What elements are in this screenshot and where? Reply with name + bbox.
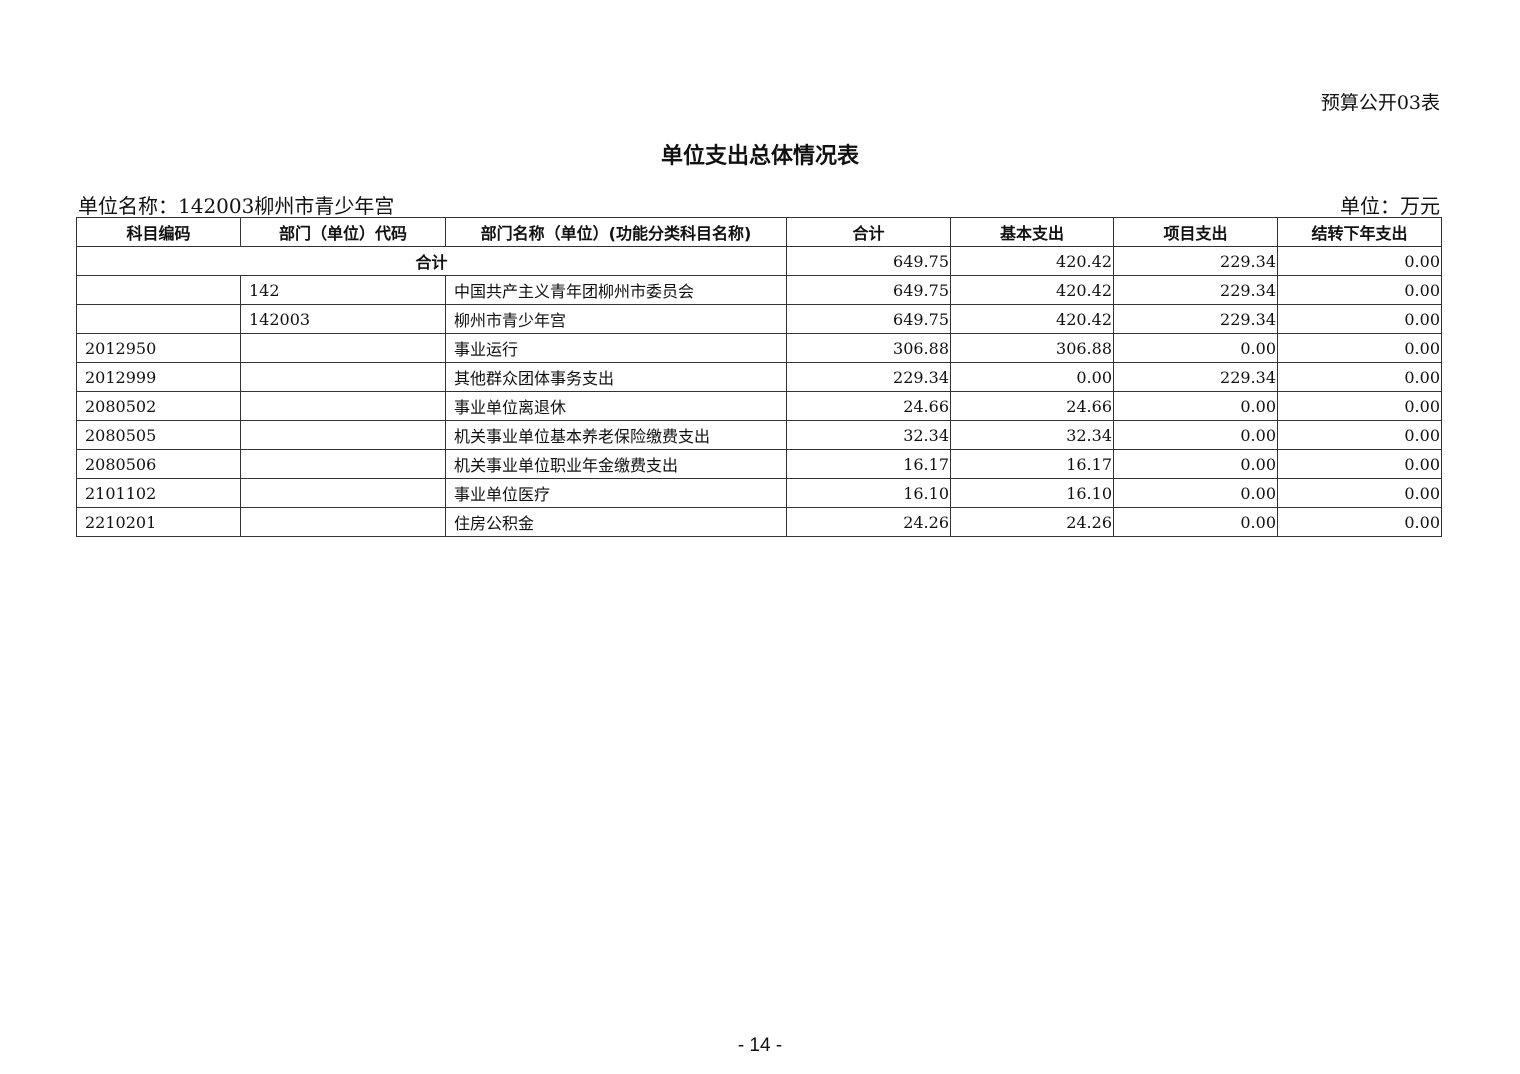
table-row: 2101102 事业单位医疗 16.10 16.10 0.00 0.00	[76, 478, 1442, 508]
cell-basic: 420.42	[950, 275, 1114, 305]
cell-dept-code	[240, 449, 446, 479]
cell-dept-code: 142	[240, 275, 446, 305]
cell-basic: 16.17	[950, 449, 1114, 479]
header-dept-name: 部门名称（单位）(功能分类科目名称)	[445, 217, 787, 247]
cell-total: 24.66	[786, 391, 951, 421]
cell-subject-code: 2012999	[76, 362, 241, 392]
cell-dept-code	[240, 420, 446, 450]
cell-basic: 24.66	[950, 391, 1114, 421]
cell-total: 16.10	[786, 478, 951, 508]
page-number: - 14 -	[737, 1035, 783, 1056]
cell-total: 229.34	[786, 362, 951, 392]
table-row: 2012950 事业运行 306.88 306.88 0.00 0.00	[76, 333, 1442, 363]
total-carryover: 0.00	[1277, 246, 1442, 276]
cell-project: 0.00	[1113, 391, 1278, 421]
cell-total: 649.75	[786, 304, 951, 334]
cell-subject-code	[76, 275, 241, 305]
cell-dept-code: 142003	[240, 304, 446, 334]
table-row: 2080505 机关事业单位基本养老保险缴费支出 32.34 32.34 0.00 0.0…	[76, 420, 1442, 450]
cell-project: 0.00	[1113, 507, 1278, 537]
cell-total: 306.88	[786, 333, 951, 363]
cell-basic: 420.42	[950, 304, 1114, 334]
cell-project: 0.00	[1113, 449, 1278, 479]
cell-total: 24.26	[786, 507, 951, 537]
cell-project: 0.00	[1113, 478, 1278, 508]
header-row: 科目编码 部门（单位）代码 部门名称（单位）(功能分类科目名称) 合计 基本支出…	[76, 217, 1442, 247]
table-row: 142003 柳州市青少年宫 649.75 420.42 229.34 0.00	[76, 304, 1442, 334]
cell-project: 0.00	[1113, 333, 1278, 363]
cell-subject-code: 2012950	[76, 333, 241, 363]
cell-carryover: 0.00	[1277, 449, 1442, 479]
cell-dept-name: 机关事业单位职业年金缴费支出	[445, 449, 787, 479]
header-dept-code: 部门（单位）代码	[240, 217, 446, 247]
cell-project: 229.34	[1113, 304, 1278, 334]
cell-carryover: 0.00	[1277, 478, 1442, 508]
cell-basic: 306.88	[950, 333, 1114, 363]
table-row: 2080506 机关事业单位职业年金缴费支出 16.17 16.17 0.00 0.00	[76, 449, 1442, 479]
cell-subject-code: 2080506	[76, 449, 241, 479]
expenditure-table: 科目编码 部门（单位）代码 部门名称（单位）(功能分类科目名称) 合计 基本支出…	[76, 217, 1442, 537]
cell-dept-code	[240, 362, 446, 392]
cell-dept-code	[240, 391, 446, 421]
cell-subject-code: 2210201	[76, 507, 241, 537]
cell-subject-code: 2080505	[76, 420, 241, 450]
table-row: 142 中国共产主义青年团柳州市委员会 649.75 420.42 229.34 0.00	[76, 275, 1442, 305]
cell-dept-name: 事业单位医疗	[445, 478, 787, 508]
page-title: 单位支出总体情况表	[660, 144, 859, 169]
cell-total: 16.17	[786, 449, 951, 479]
cell-project: 0.00	[1113, 420, 1278, 450]
cell-carryover: 0.00	[1277, 362, 1442, 392]
cell-basic: 0.00	[950, 362, 1114, 392]
cell-dept-name: 机关事业单位基本养老保险缴费支出	[445, 420, 787, 450]
cell-subject-code: 2080502	[76, 391, 241, 421]
cell-project: 229.34	[1113, 275, 1278, 305]
cell-carryover: 0.00	[1277, 391, 1442, 421]
unit-name: 单位名称：142003柳州市青少年宫	[78, 194, 395, 218]
currency-unit: 单位：万元	[1340, 194, 1440, 218]
cell-dept-code	[240, 333, 446, 363]
header-total: 合计	[786, 217, 951, 247]
cell-dept-code	[240, 478, 446, 508]
total-label: 合计	[76, 246, 787, 276]
cell-carryover: 0.00	[1277, 333, 1442, 363]
total-sum: 649.75	[786, 246, 951, 276]
header-project: 项目支出	[1113, 217, 1278, 247]
cell-dept-name: 事业运行	[445, 333, 787, 363]
cell-dept-name: 事业单位离退休	[445, 391, 787, 421]
cell-subject-code	[76, 304, 241, 334]
header-carryover: 结转下年支出	[1277, 217, 1442, 247]
table-row: 2210201 住房公积金 24.26 24.26 0.00 0.00	[76, 507, 1442, 537]
cell-dept-name: 其他群众团体事务支出	[445, 362, 787, 392]
cell-basic: 32.34	[950, 420, 1114, 450]
form-number: 预算公开03表	[1320, 92, 1440, 114]
total-project: 229.34	[1113, 246, 1278, 276]
total-basic: 420.42	[950, 246, 1114, 276]
table-row: 2012999 其他群众团体事务支出 229.34 0.00 229.34 0.00	[76, 362, 1442, 392]
table-row: 2080502 事业单位离退休 24.66 24.66 0.00 0.00	[76, 391, 1442, 421]
cell-carryover: 0.00	[1277, 304, 1442, 334]
cell-total: 649.75	[786, 275, 951, 305]
cell-dept-code	[240, 507, 446, 537]
cell-basic: 24.26	[950, 507, 1114, 537]
cell-dept-name: 柳州市青少年宫	[445, 304, 787, 334]
cell-carryover: 0.00	[1277, 507, 1442, 537]
cell-project: 229.34	[1113, 362, 1278, 392]
cell-carryover: 0.00	[1277, 420, 1442, 450]
header-basic: 基本支出	[950, 217, 1114, 247]
cell-dept-name: 住房公积金	[445, 507, 787, 537]
total-row: 合计 649.75 420.42 229.34 0.00	[76, 246, 1442, 276]
header-subject-code: 科目编码	[76, 217, 241, 247]
cell-basic: 16.10	[950, 478, 1114, 508]
cell-subject-code: 2101102	[76, 478, 241, 508]
cell-total: 32.34	[786, 420, 951, 450]
cell-carryover: 0.00	[1277, 275, 1442, 305]
cell-dept-name: 中国共产主义青年团柳州市委员会	[445, 275, 787, 305]
